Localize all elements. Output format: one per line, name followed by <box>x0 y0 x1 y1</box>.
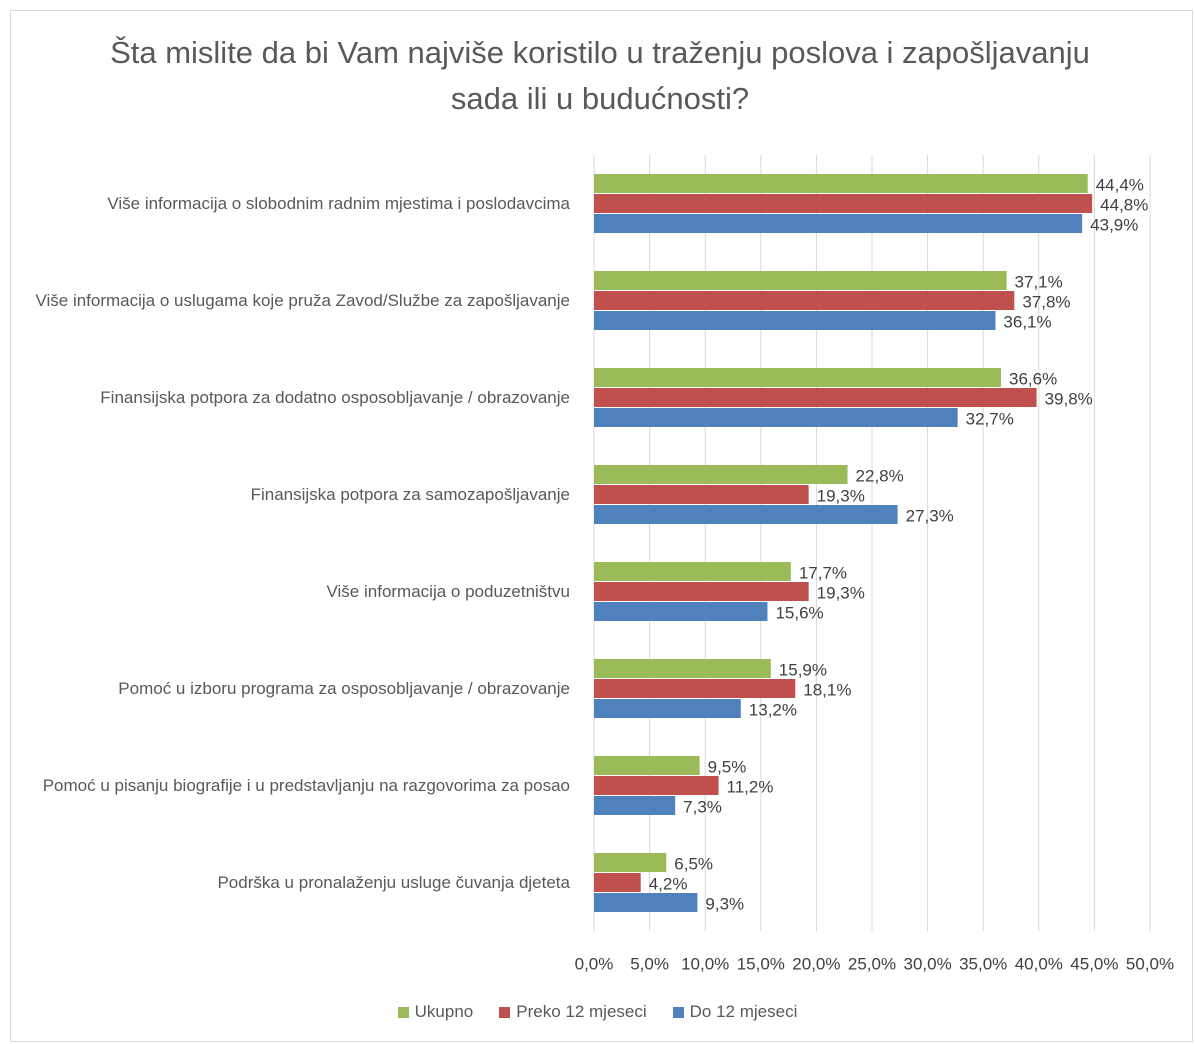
bar <box>594 291 1015 310</box>
bar <box>594 796 676 815</box>
value-label: 37,1% <box>1015 272 1063 291</box>
x-tick-label: 45,0% <box>1070 954 1118 973</box>
value-label: 36,6% <box>1009 369 1057 388</box>
bar <box>594 174 1088 193</box>
bar <box>594 776 719 795</box>
category-label: Finansijska potpora za samozapošljavanje <box>250 484 570 504</box>
value-label: 37,8% <box>1022 292 1070 311</box>
x-tick-label: 10,0% <box>681 954 729 973</box>
value-label: 15,6% <box>775 603 823 622</box>
legend-swatch <box>397 1006 409 1018</box>
category-label: Pomoć u pisanju biografije i u predstavl… <box>42 775 570 795</box>
x-tick-label: 20,0% <box>792 954 840 973</box>
x-tick-label: 15,0% <box>737 954 785 973</box>
bar <box>594 485 809 504</box>
legend-item: Preko 12 mjeseci <box>499 1002 647 1022</box>
x-tick-label: 40,0% <box>1015 954 1063 973</box>
x-tick-label: 35,0% <box>959 954 1007 973</box>
bar <box>594 408 958 427</box>
category-label: Pomoć u izboru programa za osposobljavan… <box>118 678 570 698</box>
legend-swatch <box>499 1006 511 1018</box>
chart-frame <box>10 10 1193 1042</box>
legend-item: Ukupno <box>397 1002 474 1022</box>
bar <box>594 214 1083 233</box>
value-label: 32,7% <box>966 409 1014 428</box>
bar <box>594 271 1007 290</box>
bar <box>594 659 771 678</box>
value-label: 22,8% <box>856 466 904 485</box>
x-tick-label: 30,0% <box>903 954 951 973</box>
bar <box>594 679 796 698</box>
value-label: 44,4% <box>1096 175 1144 194</box>
category-label: Finansijska potpora za dodatno osposoblj… <box>100 387 570 407</box>
bar <box>594 873 641 892</box>
chart-title: Šta mislite da bi Vam najviše koristilo … <box>110 35 1090 116</box>
category-label: Više informacija o slobodnim radnim mjes… <box>107 193 570 213</box>
category-label: Podrška u pronalaženju usluge čuvanja dj… <box>217 872 570 892</box>
bar <box>594 893 698 912</box>
bar <box>594 853 667 872</box>
value-label: 39,8% <box>1045 389 1093 408</box>
bar <box>594 582 809 601</box>
value-label: 19,3% <box>817 486 865 505</box>
value-label: 13,2% <box>749 700 797 719</box>
value-label: 43,9% <box>1090 215 1138 234</box>
x-tick-label: 0,0% <box>575 954 614 973</box>
value-label: 19,3% <box>817 583 865 602</box>
bar <box>594 756 700 775</box>
value-label: 44,8% <box>1100 195 1148 214</box>
bar <box>594 602 768 621</box>
legend-item: Do 12 mjeseci <box>672 1002 798 1022</box>
category-label: Više informacija o uslugama koje pruža Z… <box>35 290 570 310</box>
legend-label: Preko 12 mjeseci <box>516 1002 647 1021</box>
value-label: 9,5% <box>708 757 747 776</box>
value-label: 15,9% <box>779 660 827 679</box>
legend-swatch <box>672 1006 684 1018</box>
bar <box>594 194 1093 213</box>
bar <box>594 311 996 330</box>
legend: Ukupno Preko 12 mjeseci Do 12 mjeseci <box>0 1002 1195 1022</box>
bar <box>594 562 791 581</box>
value-label: 4,2% <box>649 874 688 893</box>
bar <box>594 699 741 718</box>
x-tick-label: 5,0% <box>630 954 669 973</box>
x-tick-label: 25,0% <box>848 954 896 973</box>
value-label: 36,1% <box>1003 312 1051 331</box>
bar <box>594 388 1037 407</box>
value-label: 11,2% <box>727 777 774 796</box>
value-label: 17,7% <box>799 563 847 582</box>
value-label: 6,5% <box>674 854 713 873</box>
value-label: 7,3% <box>683 797 722 816</box>
x-tick-label: 50,0% <box>1126 954 1174 973</box>
bar <box>594 465 848 484</box>
legend-label: Do 12 mjeseci <box>689 1002 798 1021</box>
value-label: 27,3% <box>906 506 954 525</box>
value-label: 18,1% <box>803 680 851 699</box>
legend-label: Ukupno <box>414 1002 474 1021</box>
bar <box>594 505 898 524</box>
value-label: 9,3% <box>705 894 744 913</box>
category-label: Više informacija o poduzetništvu <box>326 581 571 601</box>
bar <box>594 368 1001 387</box>
